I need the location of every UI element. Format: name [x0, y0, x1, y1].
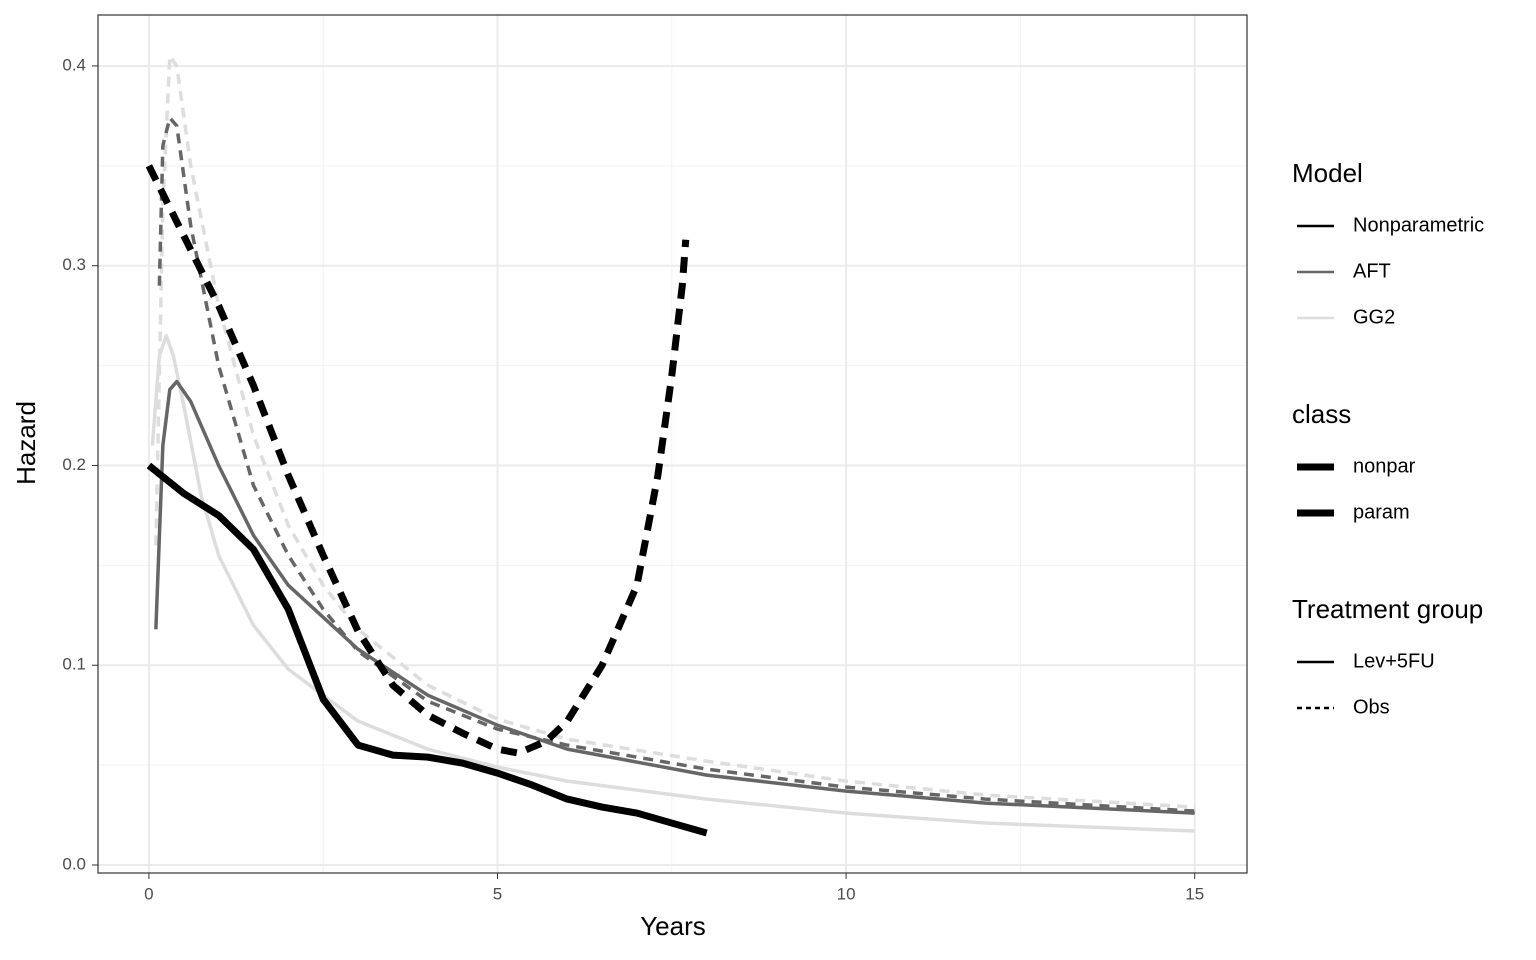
y-axis-title: Hazard	[11, 401, 41, 485]
series-line	[154, 54, 1195, 809]
panel-border	[97, 14, 1248, 874]
legend-label: AFT	[1353, 260, 1391, 282]
series-line	[150, 333, 1195, 833]
legend-label: Lev+5FU	[1353, 650, 1435, 672]
legend-title: Model	[1292, 158, 1363, 188]
y-tick-label: 0.3	[62, 255, 86, 274]
legend-title: class	[1292, 399, 1351, 429]
legend-title: Treatment group	[1292, 594, 1483, 624]
legend-label: Nonparametric	[1353, 214, 1484, 236]
legend-label: GG2	[1353, 306, 1395, 328]
legend-label: Obs	[1353, 696, 1390, 718]
x-tick-label: 0	[144, 884, 153, 903]
x-tick-label: 15	[1185, 884, 1204, 903]
legend-label: nonpar	[1353, 455, 1416, 477]
y-tick-label: 0.1	[62, 655, 86, 674]
x-axis-title: Years	[640, 911, 706, 941]
x-tick-label: 10	[837, 884, 856, 903]
y-tick-label: 0.0	[62, 854, 86, 873]
plot-lines	[145, 54, 1195, 837]
series-line	[146, 462, 708, 837]
y-tick-label: 0.2	[62, 455, 86, 474]
panel-background	[98, 15, 1247, 873]
legend-label: param	[1353, 501, 1410, 523]
series-line	[145, 164, 690, 757]
y-tick-label: 0.4	[62, 55, 86, 74]
series-line	[157, 116, 1195, 813]
series-line	[154, 379, 1195, 815]
x-tick-label: 5	[493, 884, 502, 903]
